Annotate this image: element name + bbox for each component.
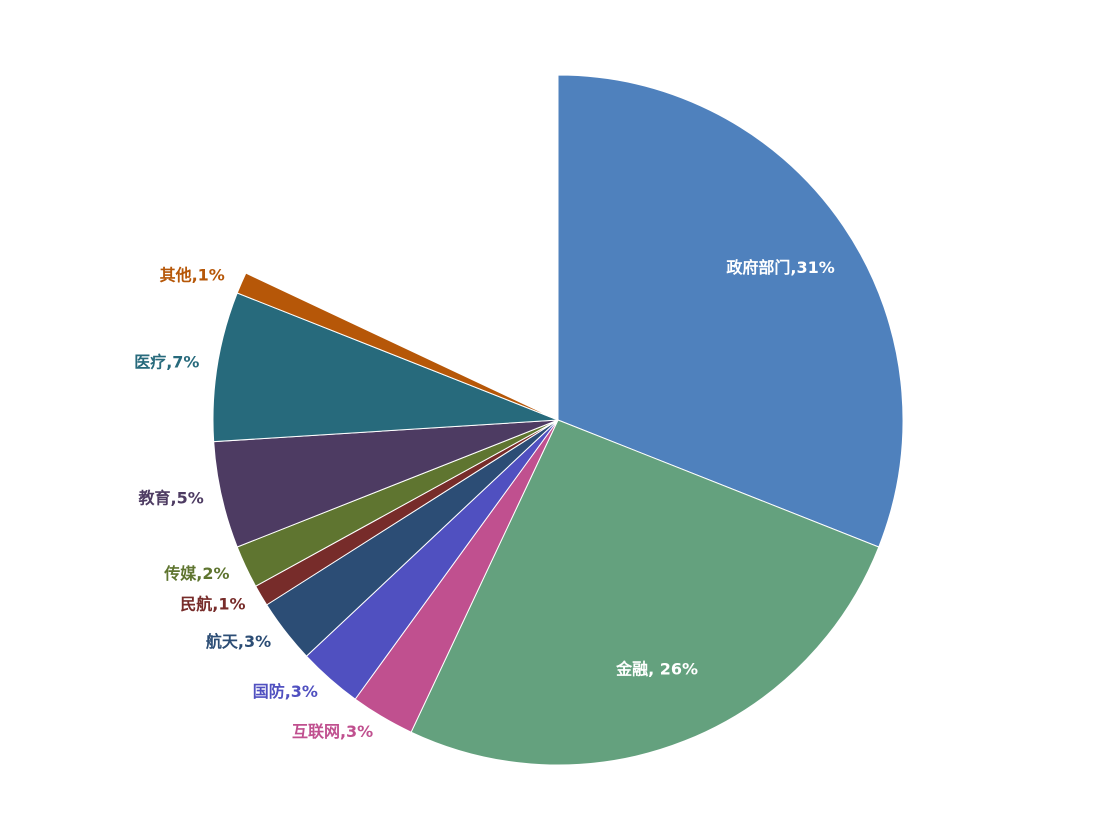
pie-slice <box>236 272 559 421</box>
data-label: 政府部门,31% <box>726 258 834 277</box>
pie-slice <box>410 419 880 766</box>
data-label: 医疗,7% <box>134 353 199 372</box>
data-label: 教育,5% <box>138 489 203 508</box>
data-label: 金融, 26% <box>615 660 698 679</box>
data-label: 互联网,3% <box>292 722 373 741</box>
data-label: 航天,3% <box>206 632 271 651</box>
data-label: 民航,1% <box>180 594 245 613</box>
data-label: 传媒,2% <box>163 564 229 583</box>
data-label: 其他,1% <box>160 265 225 284</box>
data-label: 国防,3% <box>253 682 318 701</box>
pie-slice <box>212 292 559 443</box>
pie-slice <box>557 74 904 548</box>
